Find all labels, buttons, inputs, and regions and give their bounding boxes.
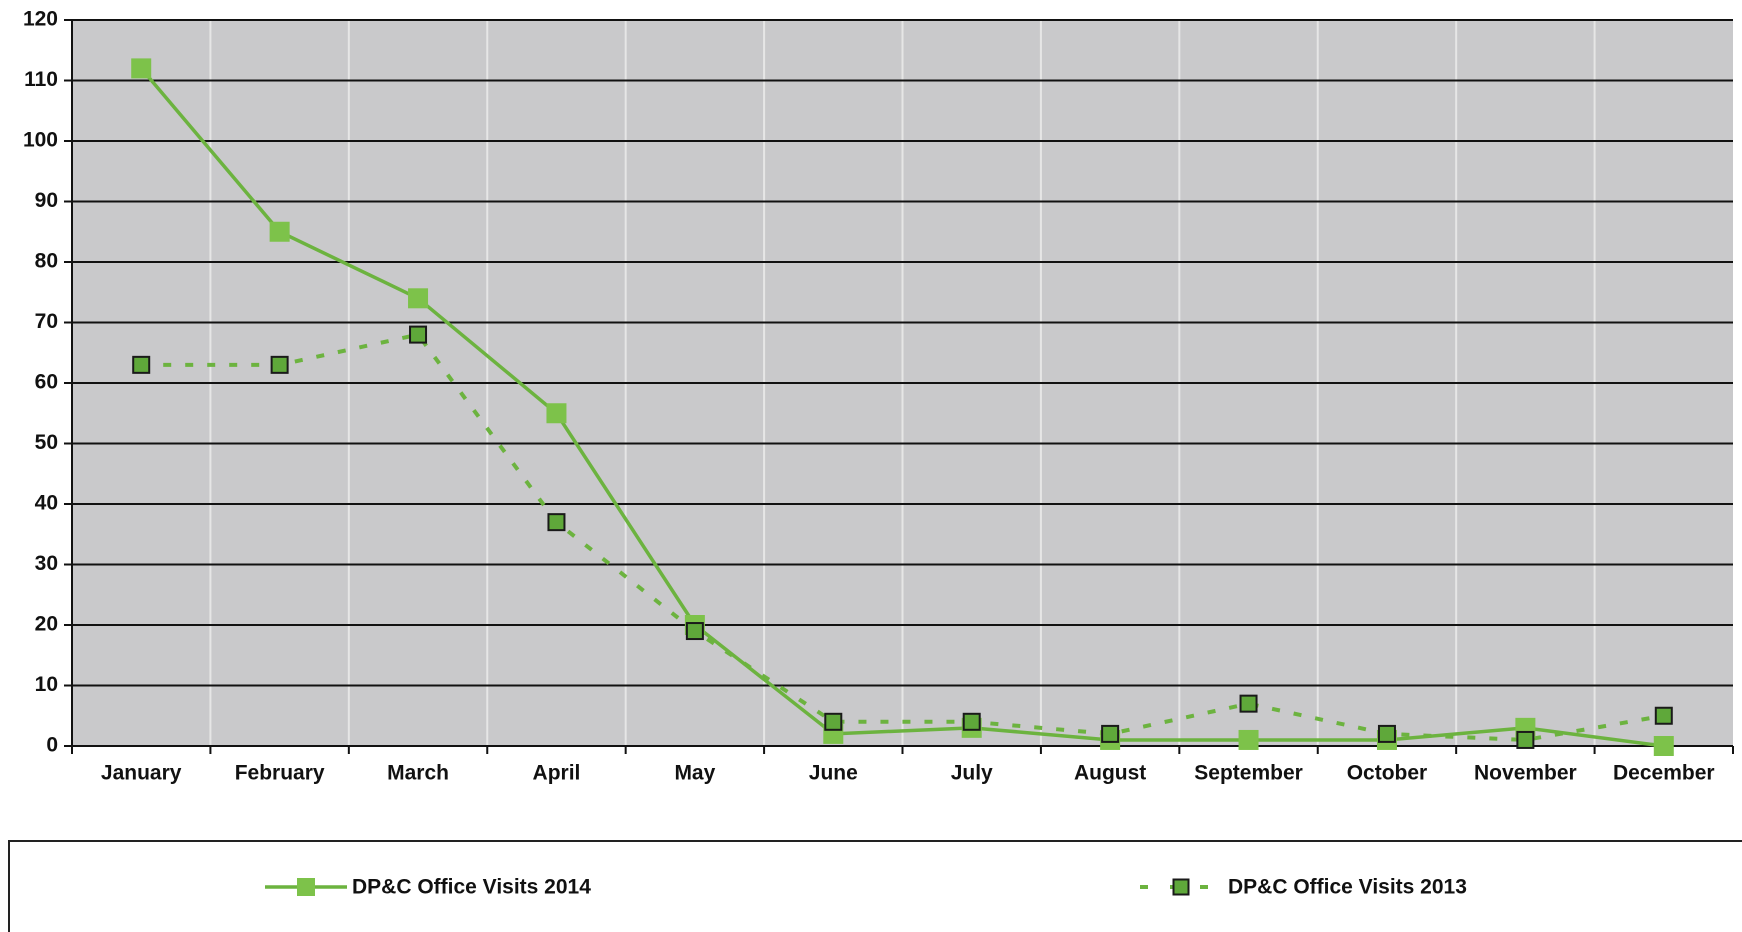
point bbox=[1654, 706, 1673, 725]
y-tick-label: 100 bbox=[23, 129, 58, 152]
point bbox=[1238, 729, 1259, 750]
x-tick-label: May bbox=[674, 762, 715, 785]
y-tick-label: 20 bbox=[35, 613, 58, 636]
y-tick-label: 120 bbox=[23, 8, 58, 31]
point bbox=[408, 288, 429, 309]
point bbox=[1239, 694, 1258, 713]
x-tick-label: December bbox=[1613, 762, 1715, 785]
series-line bbox=[139, 67, 1665, 748]
x-tick-label: June bbox=[809, 762, 858, 785]
point bbox=[962, 712, 981, 731]
x-tick-label: January bbox=[101, 762, 182, 785]
y-tick-label: 90 bbox=[35, 189, 58, 212]
x-tick-label: April bbox=[533, 762, 581, 785]
point bbox=[409, 325, 428, 344]
y-tick-label: 80 bbox=[35, 250, 58, 273]
legend-marker bbox=[1172, 878, 1190, 896]
y-tick-label: 30 bbox=[35, 552, 58, 575]
point bbox=[1516, 730, 1535, 749]
x-tick-label: November bbox=[1474, 762, 1577, 785]
point bbox=[270, 355, 289, 374]
x-tick-label: March bbox=[387, 762, 449, 785]
point bbox=[824, 712, 843, 731]
legend-label: DP&C Office Visits 2014 bbox=[352, 876, 591, 899]
x-tick-label: February bbox=[235, 762, 325, 785]
y-tick-label: 0 bbox=[46, 734, 58, 757]
point bbox=[131, 58, 152, 79]
y-tick-label: 50 bbox=[35, 431, 58, 454]
y-tick-label: 70 bbox=[35, 310, 58, 333]
legend-label: DP&C Office Visits 2013 bbox=[1228, 876, 1467, 899]
x-tick-label: September bbox=[1194, 762, 1303, 785]
y-tick-label: 40 bbox=[35, 492, 58, 515]
point bbox=[132, 355, 151, 374]
point bbox=[1653, 736, 1674, 756]
x-tick-label: October bbox=[1347, 762, 1428, 785]
x-tick-label: July bbox=[951, 762, 993, 785]
x-tick-label: August bbox=[1074, 762, 1146, 785]
y-tick-label: 110 bbox=[24, 68, 58, 91]
legend-marker bbox=[297, 878, 315, 896]
point bbox=[269, 221, 290, 242]
series-line bbox=[141, 332, 1665, 742]
point bbox=[547, 513, 566, 532]
y-tick-label: 10 bbox=[35, 673, 58, 696]
y-tick-label: 60 bbox=[35, 371, 58, 394]
point bbox=[1101, 724, 1120, 743]
point bbox=[546, 403, 567, 424]
point bbox=[1377, 724, 1396, 743]
point bbox=[685, 622, 704, 641]
